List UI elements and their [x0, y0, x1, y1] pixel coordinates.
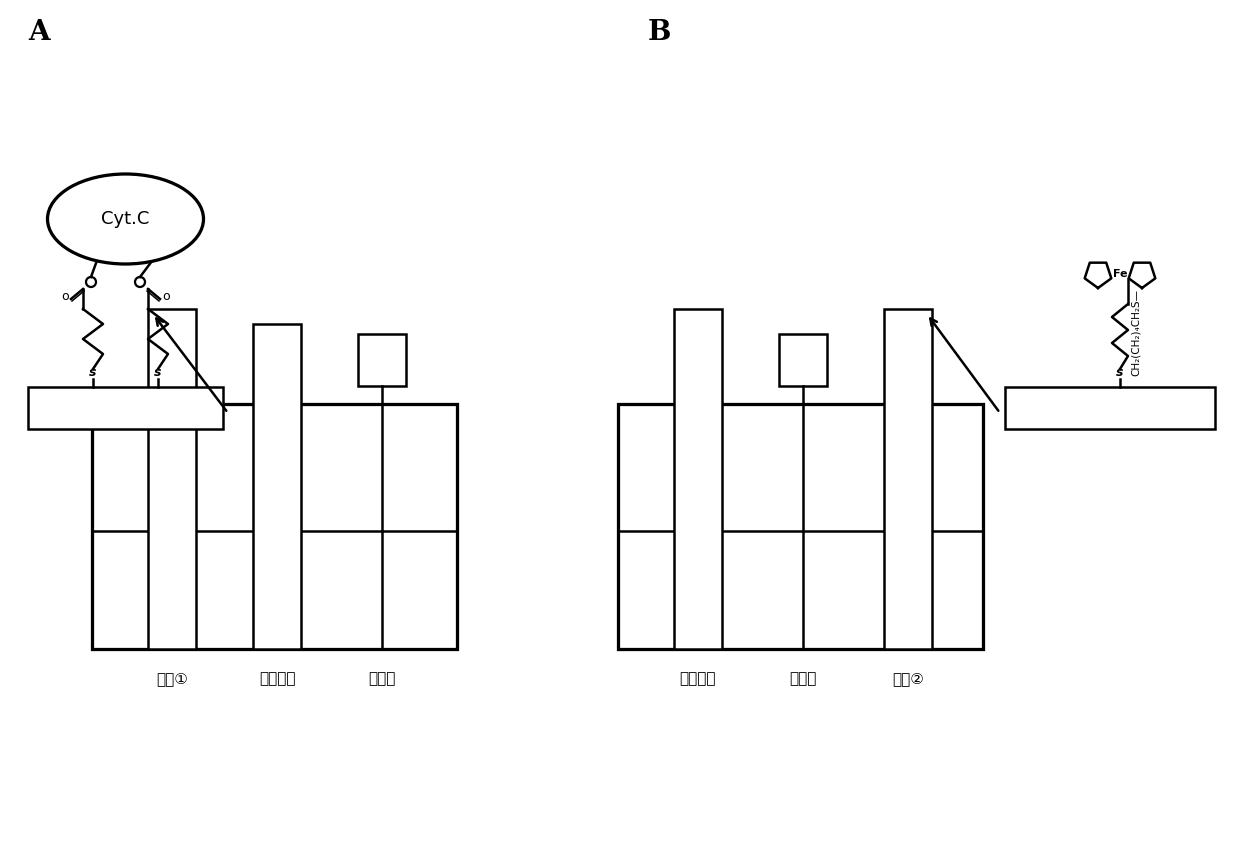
Polygon shape — [1128, 263, 1156, 288]
Text: Fe: Fe — [1112, 269, 1127, 279]
Text: Cyt.C: Cyt.C — [102, 210, 150, 228]
Text: A: A — [29, 19, 50, 46]
Bar — [92, 404, 458, 649]
Text: 参比电极: 参比电极 — [259, 671, 295, 686]
Text: s: s — [1116, 366, 1123, 379]
Text: s: s — [89, 366, 97, 379]
Text: 电极②: 电极② — [892, 671, 924, 686]
Bar — [148, 309, 196, 649]
Bar — [884, 309, 932, 649]
Bar — [29, 387, 223, 429]
Text: 对电极: 对电极 — [790, 671, 817, 686]
Bar — [253, 324, 301, 649]
Bar — [358, 334, 405, 386]
Text: o: o — [61, 289, 68, 302]
Bar — [675, 309, 722, 649]
Text: 参比电极: 参比电极 — [680, 671, 717, 686]
Text: 对电极: 对电极 — [368, 671, 396, 686]
Bar — [1004, 387, 1215, 429]
Bar — [618, 404, 983, 649]
Text: 电极①: 电极① — [156, 671, 188, 686]
Text: s: s — [154, 366, 161, 379]
Ellipse shape — [47, 174, 203, 264]
Text: o: o — [162, 289, 170, 302]
Bar — [779, 334, 827, 386]
Polygon shape — [1085, 263, 1111, 288]
Text: CH₂(CH₂)₄CH₂S—: CH₂(CH₂)₄CH₂S— — [1131, 289, 1141, 375]
Text: B: B — [649, 19, 671, 46]
